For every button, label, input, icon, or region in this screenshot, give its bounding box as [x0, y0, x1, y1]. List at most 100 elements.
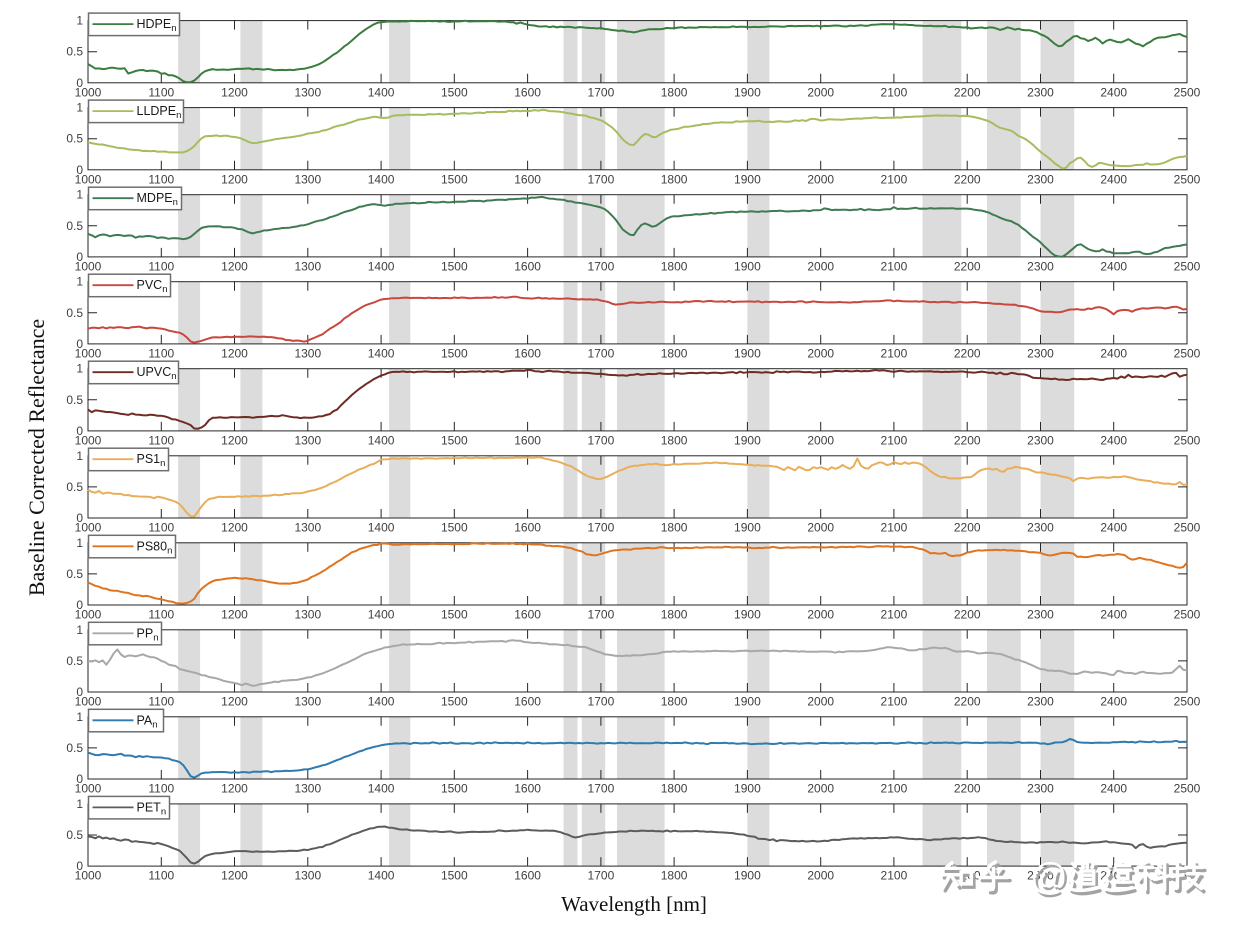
- svg-text:2300: 2300: [1027, 608, 1054, 622]
- svg-text:0: 0: [76, 859, 83, 873]
- svg-text:1200: 1200: [221, 433, 248, 447]
- svg-text:1800: 1800: [661, 172, 688, 186]
- svg-text:2300: 2300: [1027, 869, 1054, 883]
- svg-text:1800: 1800: [661, 608, 688, 622]
- svg-text:1600: 1600: [514, 346, 541, 360]
- svg-text:@: @: [1033, 859, 1071, 900]
- svg-text:1900: 1900: [734, 608, 761, 622]
- svg-text:1300: 1300: [294, 259, 321, 273]
- svg-text:2000: 2000: [807, 85, 834, 99]
- svg-text:1900: 1900: [734, 521, 761, 535]
- svg-text:2200: 2200: [954, 172, 981, 186]
- svg-text:1500: 1500: [441, 433, 468, 447]
- svg-text:1900: 1900: [734, 869, 761, 883]
- svg-text:1800: 1800: [661, 433, 688, 447]
- svg-text:PVCn: PVCn: [137, 278, 168, 295]
- svg-text:1700: 1700: [588, 521, 615, 535]
- svg-text:1900: 1900: [734, 85, 761, 99]
- svg-text:Wavelength [nm]: Wavelength [nm]: [561, 892, 707, 916]
- svg-text:1800: 1800: [661, 346, 688, 360]
- svg-text:1100: 1100: [148, 172, 174, 186]
- svg-text:1500: 1500: [441, 695, 468, 709]
- svg-text:0: 0: [76, 337, 83, 351]
- svg-text:1700: 1700: [588, 259, 615, 273]
- svg-text:1000: 1000: [75, 172, 102, 186]
- svg-text:2000: 2000: [807, 521, 834, 535]
- svg-text:1: 1: [76, 797, 83, 811]
- svg-text:2400: 2400: [1100, 521, 1127, 535]
- svg-text:1200: 1200: [221, 172, 248, 186]
- svg-text:0: 0: [76, 598, 83, 612]
- svg-text:1900: 1900: [734, 433, 761, 447]
- svg-text:1: 1: [76, 101, 83, 115]
- svg-text:1500: 1500: [441, 172, 468, 186]
- svg-text:2200: 2200: [954, 433, 981, 447]
- svg-text:HDPEn: HDPEn: [137, 17, 177, 34]
- svg-text:1000: 1000: [75, 869, 102, 883]
- svg-text:1400: 1400: [368, 433, 395, 447]
- svg-text:PETn: PETn: [137, 800, 167, 817]
- svg-text:1: 1: [76, 14, 83, 28]
- svg-text:1600: 1600: [514, 695, 541, 709]
- svg-text:1100: 1100: [148, 346, 174, 360]
- svg-text:LLDPEn: LLDPEn: [137, 104, 182, 121]
- svg-text:2200: 2200: [954, 346, 981, 360]
- svg-text:1000: 1000: [75, 433, 102, 447]
- svg-text:1200: 1200: [221, 869, 248, 883]
- svg-text:2500: 2500: [1174, 521, 1201, 535]
- svg-text:2400: 2400: [1100, 259, 1127, 273]
- svg-text:1: 1: [76, 188, 83, 202]
- svg-text:1100: 1100: [148, 608, 174, 622]
- svg-text:1700: 1700: [588, 608, 615, 622]
- svg-text:1800: 1800: [661, 259, 688, 273]
- svg-text:Baseline Corrected Reflectance: Baseline Corrected Reflectance: [24, 319, 49, 596]
- svg-text:1400: 1400: [368, 521, 395, 535]
- svg-text:1500: 1500: [441, 259, 468, 273]
- svg-text:1300: 1300: [294, 172, 321, 186]
- svg-text:1300: 1300: [294, 346, 321, 360]
- svg-text:1800: 1800: [661, 521, 688, 535]
- svg-text:1400: 1400: [368, 259, 395, 273]
- svg-text:2100: 2100: [881, 608, 908, 622]
- svg-text:2000: 2000: [807, 433, 834, 447]
- svg-text:1: 1: [76, 362, 83, 376]
- svg-text:1000: 1000: [75, 259, 102, 273]
- svg-text:PPn: PPn: [137, 626, 159, 643]
- svg-text:1: 1: [76, 536, 83, 550]
- svg-text:2100: 2100: [881, 172, 908, 186]
- svg-text:1500: 1500: [441, 521, 468, 535]
- svg-text:2500: 2500: [1174, 346, 1201, 360]
- svg-text:1000: 1000: [75, 608, 102, 622]
- svg-text:2000: 2000: [807, 782, 834, 796]
- svg-text:2100: 2100: [881, 521, 908, 535]
- svg-text:1900: 1900: [734, 782, 761, 796]
- svg-text:1800: 1800: [661, 782, 688, 796]
- svg-text:1600: 1600: [514, 608, 541, 622]
- svg-text:1300: 1300: [294, 521, 321, 535]
- svg-text:1200: 1200: [221, 695, 248, 709]
- svg-text:0.5: 0.5: [66, 219, 83, 233]
- svg-text:1100: 1100: [148, 782, 174, 796]
- svg-text:1400: 1400: [368, 869, 395, 883]
- svg-text:1700: 1700: [588, 172, 615, 186]
- svg-text:2500: 2500: [1174, 782, 1201, 796]
- svg-text:0.5: 0.5: [66, 567, 83, 581]
- svg-text:1300: 1300: [294, 85, 321, 99]
- svg-text:1700: 1700: [588, 695, 615, 709]
- svg-text:2100: 2100: [881, 85, 908, 99]
- svg-text:2500: 2500: [1174, 85, 1201, 99]
- svg-text:2300: 2300: [1027, 782, 1054, 796]
- svg-text:1900: 1900: [734, 346, 761, 360]
- svg-text:0.5: 0.5: [66, 654, 83, 668]
- svg-text:2100: 2100: [881, 869, 908, 883]
- svg-text:2500: 2500: [1174, 172, 1201, 186]
- svg-text:1800: 1800: [661, 869, 688, 883]
- svg-text:1: 1: [76, 623, 83, 637]
- svg-text:0.5: 0.5: [66, 741, 83, 755]
- svg-text:2200: 2200: [954, 85, 981, 99]
- svg-text:1000: 1000: [75, 521, 102, 535]
- svg-text:0: 0: [76, 76, 83, 90]
- svg-text:1500: 1500: [441, 869, 468, 883]
- svg-text:0.5: 0.5: [66, 45, 83, 59]
- svg-text:PS1n: PS1n: [137, 452, 166, 469]
